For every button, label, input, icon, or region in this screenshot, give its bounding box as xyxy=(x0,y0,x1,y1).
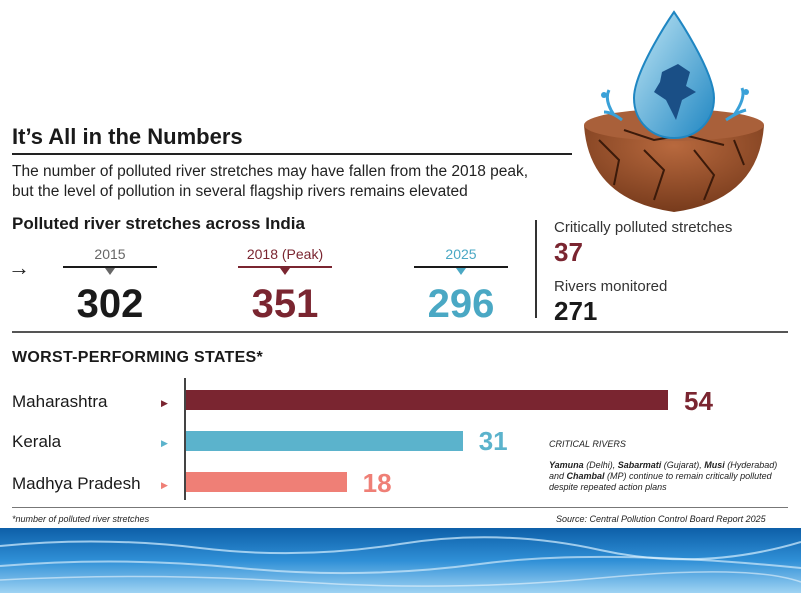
subtitle-line-1: The number of polluted river stretches m… xyxy=(12,163,529,180)
state-label-kerala: Kerala xyxy=(12,432,62,451)
rivers-monitored-label: Rivers monitored xyxy=(554,278,668,295)
bar-madhya-pradesh xyxy=(186,472,347,492)
state-label-madhya-pradesh: Madhya Pradesh xyxy=(12,474,141,493)
year-marker-2015 xyxy=(105,268,115,275)
bar-value-kerala: 31 xyxy=(478,426,508,456)
footnote: *number of polluted river stretches xyxy=(12,514,150,524)
critical-rivers-heading: CRITICAL RIVERS xyxy=(549,439,626,449)
chevron-right-icon: ▶ xyxy=(161,438,168,448)
page-subtitle: The number of polluted river stretches m… xyxy=(12,162,572,202)
stretches-heading: Polluted river stretches across India xyxy=(12,214,305,233)
year-marker-2018 xyxy=(280,268,290,275)
bar-value-maharashtra: 54 xyxy=(684,386,713,416)
title-divider xyxy=(12,153,572,155)
bar-value-madhya-pradesh: 18 xyxy=(362,468,392,498)
footer-divider xyxy=(12,507,788,508)
chevron-right-icon: ▶ xyxy=(161,480,168,490)
year-value-2015: 302 xyxy=(76,282,144,326)
critical-rivers-text: Yamuna (Delhi), Sabarmati (Gujarat), Mus… xyxy=(549,460,778,492)
year-label-2015: 2015 xyxy=(94,246,126,262)
year-label-2018: 2018 (Peak) xyxy=(246,246,324,262)
bar-kerala xyxy=(186,431,463,451)
bar-maharashtra xyxy=(186,390,668,410)
stats-divider xyxy=(535,220,537,318)
year-label-2025: 2025 xyxy=(445,246,477,262)
year-marker-2025 xyxy=(456,268,466,275)
year-value-2018: 351 xyxy=(251,282,319,326)
arrow-right-icon: → xyxy=(8,255,30,280)
year-line-2015 xyxy=(63,266,157,268)
source-note: Source: Central Pollution Control Board … xyxy=(556,514,766,524)
critical-stretches-value: 37 xyxy=(554,237,583,267)
states-heading: WORST-PERFORMING STATES* xyxy=(12,349,264,366)
year-line-2025 xyxy=(414,266,508,268)
chevron-right-icon: ▶ xyxy=(161,398,168,408)
water-drop-illustration xyxy=(584,10,764,212)
critical-stretches-label: Critically polluted stretches xyxy=(554,219,733,236)
state-label-maharashtra: Maharashtra xyxy=(12,392,108,411)
section-divider xyxy=(12,331,788,333)
page-title: It’s All in the Numbers xyxy=(12,124,243,149)
chart-axis xyxy=(184,378,186,500)
year-line-2018 xyxy=(238,266,332,268)
water-illustration xyxy=(0,528,801,593)
subtitle-line-2: but the level of pollution in several fl… xyxy=(12,183,468,200)
rivers-monitored-value: 271 xyxy=(554,296,598,326)
year-value-2025: 296 xyxy=(427,282,495,326)
